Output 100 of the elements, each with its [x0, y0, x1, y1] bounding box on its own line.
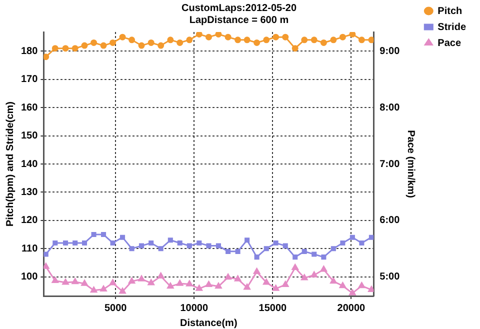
point [301, 36, 308, 44]
point [272, 34, 280, 40]
y-tick-label: 130 [20, 186, 38, 198]
x-axis-title: Distance(m) [180, 318, 238, 329]
point [148, 279, 154, 286]
point [138, 275, 145, 282]
point [186, 36, 193, 44]
y2-tick-label: 5:00 [380, 272, 400, 283]
x-tick-label: 5000 [104, 302, 128, 314]
point [282, 280, 289, 287]
point [91, 232, 96, 238]
point [109, 279, 116, 286]
point [176, 280, 184, 286]
point [101, 232, 106, 238]
chart-subtitle: LapDistance = 600 m [189, 14, 289, 26]
point [272, 284, 280, 291]
point [128, 36, 136, 44]
point [119, 288, 126, 294]
point [120, 234, 126, 240]
point [301, 274, 308, 280]
y2-tick-label: 6:00 [380, 215, 400, 226]
y-tick-label: 140 [20, 158, 38, 170]
point [330, 36, 337, 44]
legend-label: Pace [438, 38, 462, 49]
point [62, 240, 68, 246]
point [339, 282, 346, 288]
point [244, 36, 250, 44]
point [234, 36, 242, 44]
point [176, 39, 184, 46]
point [139, 243, 144, 248]
point [224, 274, 232, 280]
point [254, 39, 260, 46]
point [358, 36, 365, 44]
point [44, 54, 50, 60]
point [72, 45, 78, 52]
point [52, 240, 58, 246]
point [148, 39, 154, 46]
point [349, 32, 356, 38]
point [196, 284, 203, 291]
point [205, 34, 212, 40]
point [52, 277, 58, 284]
y-tick-label: 100 [20, 272, 38, 283]
point [349, 289, 356, 296]
point [350, 234, 355, 240]
x-tick-label: 10000 [180, 302, 208, 314]
point [119, 34, 126, 40]
point [44, 262, 50, 269]
y2-tick-label: 8:00 [380, 102, 400, 114]
point [110, 240, 116, 246]
point [320, 39, 327, 46]
point [90, 286, 98, 293]
point [62, 278, 69, 285]
point [224, 34, 232, 40]
point [216, 243, 221, 248]
point [368, 36, 374, 44]
point [82, 240, 88, 246]
y2-tick-label: 7:00 [380, 158, 400, 170]
chart-title: CustomLaps:2012-05-20 [181, 2, 297, 14]
point [339, 34, 346, 40]
point [186, 280, 193, 286]
point [282, 243, 288, 248]
point [282, 34, 289, 40]
point [330, 246, 336, 252]
point [158, 42, 164, 49]
y-tick-label: 170 [20, 74, 38, 86]
point [90, 39, 98, 46]
point [138, 42, 145, 49]
point [215, 32, 222, 38]
point [310, 36, 318, 44]
point [205, 280, 212, 287]
point [340, 240, 346, 246]
point [206, 243, 212, 248]
point [253, 268, 260, 274]
point [157, 272, 164, 279]
point [292, 254, 298, 260]
legend-label: Stride [438, 22, 466, 33]
point [310, 271, 318, 278]
point [330, 278, 337, 284]
legend-label: Pitch [438, 6, 462, 17]
point [292, 264, 298, 270]
point [312, 252, 317, 257]
point [186, 243, 192, 248]
x-tick-label: 15000 [258, 302, 288, 314]
point [167, 282, 174, 289]
point [129, 246, 134, 252]
point [273, 240, 278, 246]
point [62, 45, 69, 52]
point [177, 240, 182, 246]
point [128, 278, 136, 284]
point [263, 278, 270, 285]
point [254, 254, 260, 260]
point [110, 39, 116, 46]
point [148, 240, 154, 246]
point [368, 234, 374, 240]
point [321, 254, 326, 260]
point [226, 248, 231, 254]
point [320, 266, 328, 272]
point [72, 240, 78, 246]
point [358, 282, 366, 288]
point [158, 246, 164, 252]
